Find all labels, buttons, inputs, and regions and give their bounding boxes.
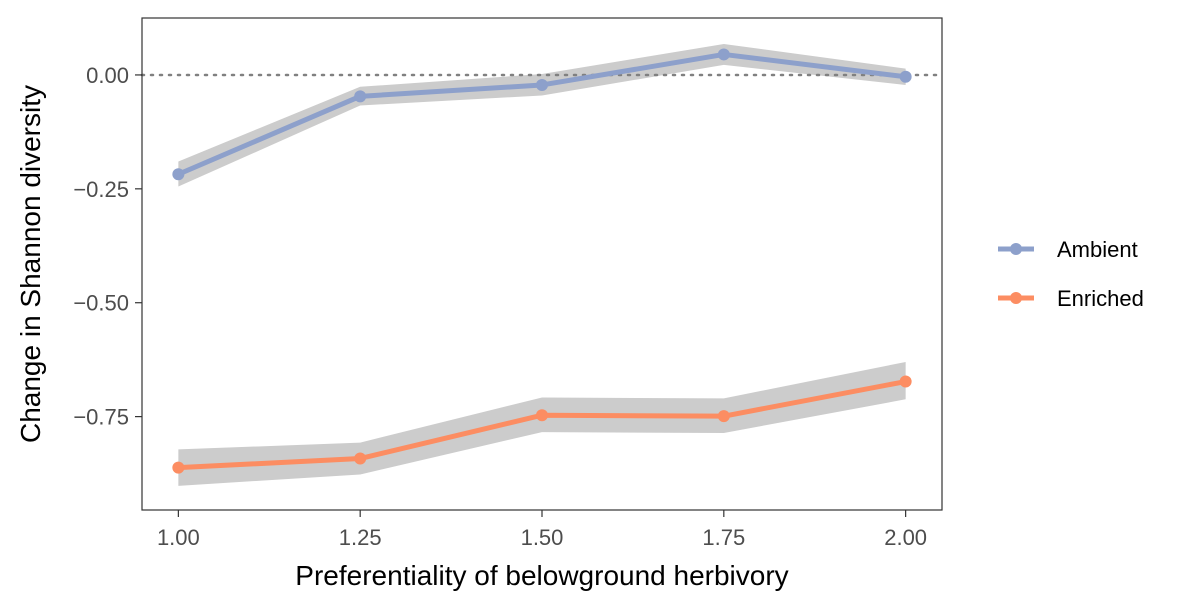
x-axis: 1.00 1.25 1.50 1.75 2.00 — [157, 510, 927, 550]
x-tick-label: 1.25 — [339, 525, 382, 550]
data-point-ambient — [354, 90, 367, 103]
legend-key-point-enriched — [1010, 292, 1022, 304]
data-point-enriched — [172, 461, 185, 474]
y-tick-label: −0.25 — [73, 177, 129, 202]
ribbon-ambient — [178, 43, 906, 187]
x-tick-label: 2.00 — [884, 525, 927, 550]
y-axis: 0.00 −0.25 −0.50 −0.75 — [73, 63, 142, 430]
x-tick-label: 1.00 — [157, 525, 200, 550]
ribbon-enriched — [178, 361, 906, 486]
data-point-ambient — [717, 48, 730, 61]
data-point-ambient — [172, 168, 185, 181]
y-tick-label: −0.50 — [73, 291, 129, 316]
data-point-ambient — [536, 78, 548, 91]
y-tick-label: −0.75 — [73, 405, 129, 430]
legend: Ambient Enriched — [998, 237, 1144, 311]
x-tick-label: 1.50 — [521, 525, 564, 550]
data-point-enriched — [717, 410, 730, 423]
data-point-ambient — [899, 70, 912, 83]
legend-key-point-ambient — [1010, 243, 1022, 255]
legend-label-ambient: Ambient — [1057, 237, 1138, 262]
x-axis-title: Preferentiality of belowground herbivory — [295, 560, 788, 591]
y-tick-label: 0.00 — [86, 63, 129, 88]
legend-label-enriched: Enriched — [1057, 286, 1144, 311]
data-point-enriched — [899, 375, 912, 388]
data-point-enriched — [354, 452, 367, 465]
y-axis-title: Change in Shannon diversity — [15, 85, 46, 443]
x-tick-label: 1.75 — [702, 525, 745, 550]
data-point-enriched — [536, 409, 548, 422]
series-points — [172, 48, 912, 474]
